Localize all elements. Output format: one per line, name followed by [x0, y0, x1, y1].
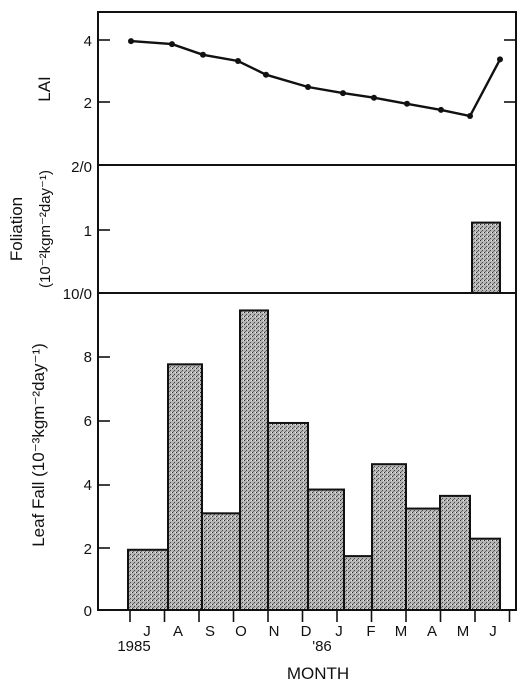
year-label-86: '86: [312, 638, 332, 655]
month-label-2: A: [173, 623, 183, 640]
leaffall-tick-2: 2: [84, 541, 92, 558]
month-label-1: J: [143, 623, 151, 640]
leaffall-bar-9: [405, 507, 441, 611]
tick-marks: [98, 39, 516, 622]
year-label-1985: 1985: [117, 638, 150, 655]
lai-point-10: [438, 106, 444, 113]
lai-axis-title: LAI: [35, 76, 54, 102]
leaffall-bar-2: [167, 363, 203, 612]
foliation-tick-top: 2/0: [71, 159, 92, 176]
leaffall-bar-10: [439, 494, 471, 612]
leaffall-bar-4: [239, 309, 269, 611]
foliation-tick-1: 1: [84, 223, 92, 240]
leaffall-tick-8: 8: [84, 349, 92, 366]
month-label-3: S: [205, 623, 215, 640]
lai-series: [128, 38, 503, 119]
lai-point-7: [340, 90, 346, 97]
leaffall-bar-6: [307, 488, 345, 612]
lai-point-12: [497, 56, 503, 63]
lai-point-11: [467, 113, 473, 119]
lai-point-6: [305, 84, 311, 90]
lai-point-3: [200, 51, 206, 58]
foliation-unit-label: (10⁻²kgm⁻²day⁻¹): [37, 170, 54, 288]
leaffall-bar-1: [127, 548, 169, 612]
lai-point-1: [128, 38, 134, 45]
leaffall-tick-6: 6: [84, 413, 92, 430]
lai-tick-4: 4: [84, 33, 92, 50]
leaffall-bar-8: [371, 463, 407, 611]
foliation-axis-title: Foliation: [7, 197, 26, 261]
month-label-6: D: [301, 623, 312, 640]
lai-point-5: [263, 71, 269, 78]
leaffall-tick-4: 4: [84, 477, 92, 494]
lai-point-9: [404, 100, 410, 107]
leaffall-bar-5: [267, 421, 309, 611]
foliation-bar-12: [471, 221, 501, 295]
month-label-11: M: [457, 623, 470, 640]
lai-point-2: [169, 41, 175, 48]
leaffall-bar-11: [469, 537, 501, 611]
leaffall-axis-title: Leaf Fall (10⁻³kgm⁻²day⁻¹): [29, 343, 48, 547]
month-label-9: M: [395, 623, 408, 640]
month-label-8: F: [366, 623, 375, 640]
leaffall-tick-0: 0: [84, 603, 92, 620]
month-label-7: J: [335, 623, 343, 640]
bars: [127, 221, 501, 612]
foliation-panel-frame: [97, 164, 517, 294]
month-label-5: N: [269, 623, 280, 640]
month-label-10: A: [427, 623, 437, 640]
month-label-12: J: [489, 623, 497, 640]
lai-line: [130, 39, 502, 118]
leaffall-bar-3: [201, 512, 241, 611]
leaffall-tick-top: 10/0: [63, 286, 92, 303]
lai-point-4: [235, 58, 241, 64]
lai-point-8: [371, 94, 377, 101]
lai-tick-2: 2: [84, 95, 92, 112]
leaffall-bar-7: [343, 555, 373, 611]
month-label-4: O: [235, 623, 247, 640]
x-axis-title: MONTH: [287, 664, 349, 683]
